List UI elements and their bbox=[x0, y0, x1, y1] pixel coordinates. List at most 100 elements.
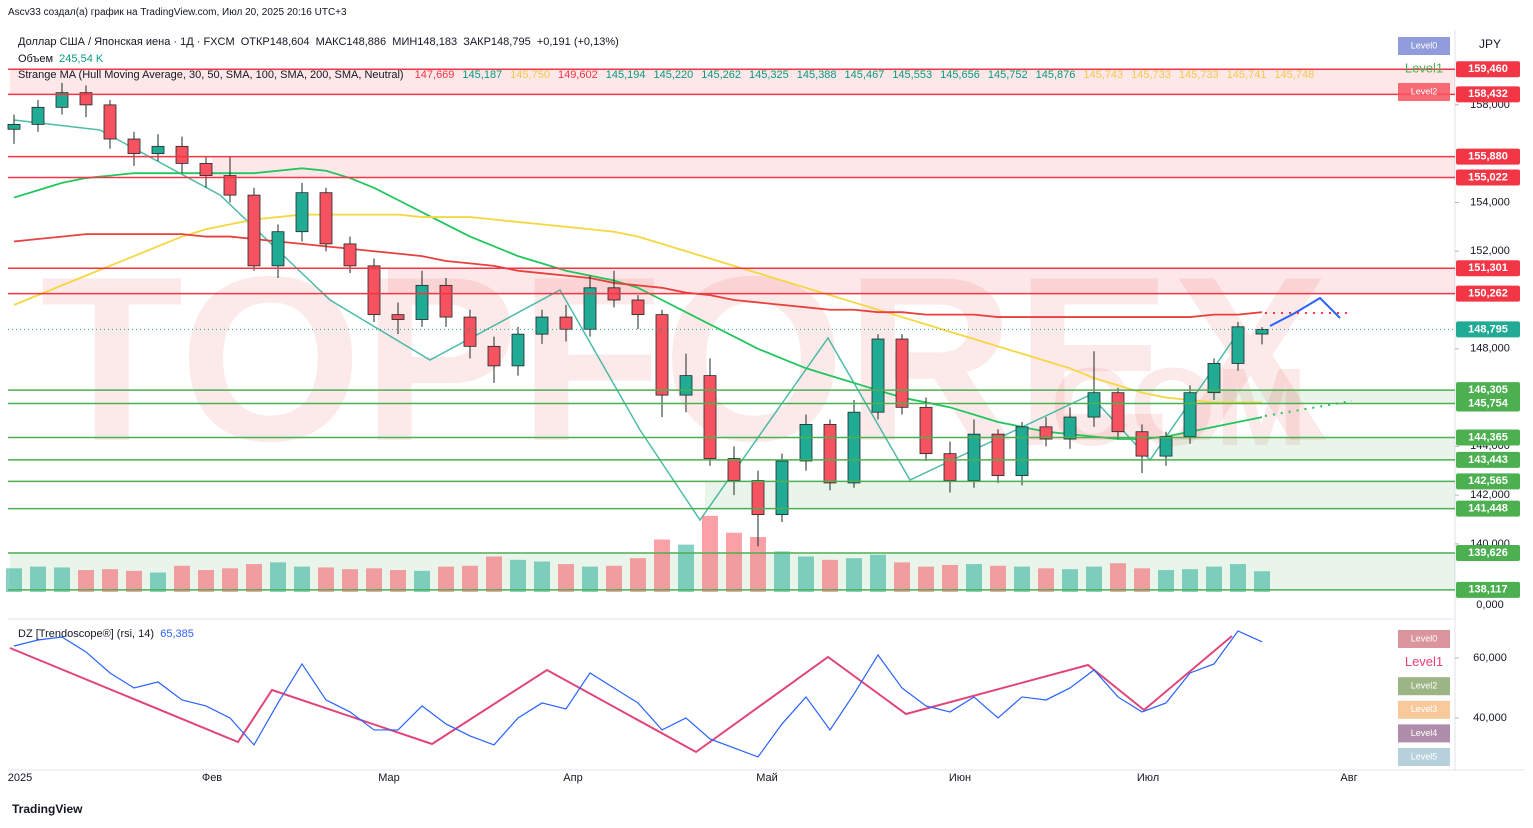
candle-body bbox=[679, 375, 693, 396]
candle-body bbox=[1255, 328, 1269, 335]
candle-body bbox=[631, 299, 645, 316]
candle-body bbox=[1111, 392, 1125, 433]
level-box bbox=[1398, 83, 1450, 101]
x-tick-label: Апр bbox=[563, 772, 582, 784]
candle-body bbox=[1015, 426, 1029, 477]
indicator-value: 145,553 bbox=[892, 69, 933, 81]
volume-bar bbox=[678, 544, 694, 592]
x-tick-label: Фев bbox=[202, 772, 222, 784]
candle-body bbox=[151, 145, 165, 155]
volume-bar bbox=[390, 570, 406, 592]
y-tick-label: 148,000 bbox=[1470, 343, 1510, 355]
price-label-box bbox=[1456, 429, 1520, 446]
level-box bbox=[1398, 724, 1450, 743]
high: МАКС148,886 bbox=[315, 36, 387, 48]
moving-average bbox=[13, 233, 1263, 318]
candle-body bbox=[847, 411, 861, 484]
volume-bar bbox=[966, 564, 982, 592]
volume-bar bbox=[726, 532, 742, 592]
indicator-value: 145,325 bbox=[749, 69, 789, 81]
rsi-zigzag bbox=[9, 635, 1233, 754]
x-tick-label: Мар bbox=[378, 772, 400, 784]
volume-bar bbox=[102, 569, 118, 592]
candle-body bbox=[1063, 416, 1077, 440]
rsi-line bbox=[13, 630, 1263, 758]
indicator-value: 145,752 bbox=[987, 69, 1028, 81]
candle-body bbox=[319, 192, 333, 245]
volume-bar bbox=[870, 554, 886, 592]
volume-bar bbox=[150, 572, 166, 592]
price-label: 142,565 bbox=[1468, 475, 1508, 487]
zone bbox=[212, 156, 1455, 178]
volume-bar bbox=[534, 561, 550, 592]
price-label: 155,880 bbox=[1468, 150, 1508, 162]
rsi-value: 65,385 bbox=[160, 628, 194, 640]
candle-body bbox=[895, 338, 909, 408]
volume-bar bbox=[1230, 564, 1246, 592]
indicator-value: 145,220 bbox=[653, 69, 694, 81]
price-label: 144,365 bbox=[1468, 431, 1508, 443]
volume-bar bbox=[198, 570, 214, 592]
volume-bar bbox=[318, 567, 334, 592]
level-legend: Level5 bbox=[1411, 751, 1438, 761]
volume-bar bbox=[342, 569, 358, 592]
x-tick-label: Июл bbox=[1137, 772, 1159, 784]
volume-bar bbox=[246, 564, 262, 592]
candle-body bbox=[535, 316, 549, 335]
volume-bar bbox=[438, 566, 454, 592]
price-label: 150,262 bbox=[1468, 288, 1508, 300]
price-label: 159,460 bbox=[1468, 63, 1508, 75]
candle-body bbox=[103, 104, 117, 140]
volume-row: Объем 245,54 K bbox=[18, 53, 103, 65]
level-box bbox=[1398, 37, 1450, 55]
indicator-value: 145,741 bbox=[1226, 69, 1267, 81]
candle-body bbox=[1159, 436, 1173, 457]
price-label: 145,754 bbox=[1468, 397, 1509, 409]
footer-logo: TradingView bbox=[12, 802, 83, 816]
y-tick-label: 152,000 bbox=[1470, 245, 1510, 257]
volume-bar bbox=[654, 539, 670, 592]
volume-bar bbox=[774, 551, 790, 592]
watermark: TOPFOREX bbox=[40, 227, 1328, 490]
projection-arrow bbox=[1269, 296, 1341, 327]
candle-body bbox=[871, 338, 885, 413]
indicator-value: 145,733 bbox=[1178, 69, 1219, 81]
zone bbox=[1210, 390, 1455, 404]
candle-body bbox=[127, 138, 141, 155]
volume-bar bbox=[174, 565, 190, 592]
volume-bar bbox=[30, 566, 46, 592]
level-legend: Level1 bbox=[1405, 654, 1443, 669]
level-box bbox=[1398, 630, 1450, 648]
candle-body bbox=[1231, 326, 1245, 364]
zone bbox=[1163, 437, 1455, 460]
candle-body bbox=[463, 316, 477, 347]
symbol: Доллар США / Японская иена · 1Д · FXCM bbox=[18, 36, 235, 48]
indicator-value: 145,876 bbox=[1035, 69, 1076, 81]
volume-bar bbox=[1158, 570, 1174, 592]
price-label-box bbox=[1456, 473, 1520, 490]
credit: Ascv33 создал(а) график на TradingView.c… bbox=[8, 7, 347, 18]
volume-bar bbox=[798, 556, 814, 592]
level-legend: Level3 bbox=[1411, 704, 1438, 714]
candle-body bbox=[175, 145, 189, 164]
candle-body bbox=[391, 314, 405, 320]
x-tick-label: Авг bbox=[1340, 772, 1357, 784]
candle-body bbox=[511, 333, 525, 367]
candle-body bbox=[943, 453, 957, 481]
volume-bar bbox=[1206, 566, 1222, 592]
candle-body bbox=[703, 375, 717, 459]
volume-bar bbox=[942, 564, 958, 592]
candle-body bbox=[991, 433, 1005, 477]
volume-bar bbox=[294, 566, 310, 592]
price-label-box bbox=[1456, 285, 1520, 302]
volume-bar bbox=[1014, 566, 1030, 592]
indicator-value: 145,262 bbox=[701, 69, 742, 81]
indicator-value: 145,733 bbox=[1131, 69, 1171, 81]
volume-bar bbox=[270, 562, 286, 592]
volume-bar bbox=[1254, 571, 1270, 592]
price-label: 151,301 bbox=[1468, 262, 1508, 274]
volume-bar bbox=[702, 515, 718, 592]
price-label-box bbox=[1456, 500, 1520, 517]
